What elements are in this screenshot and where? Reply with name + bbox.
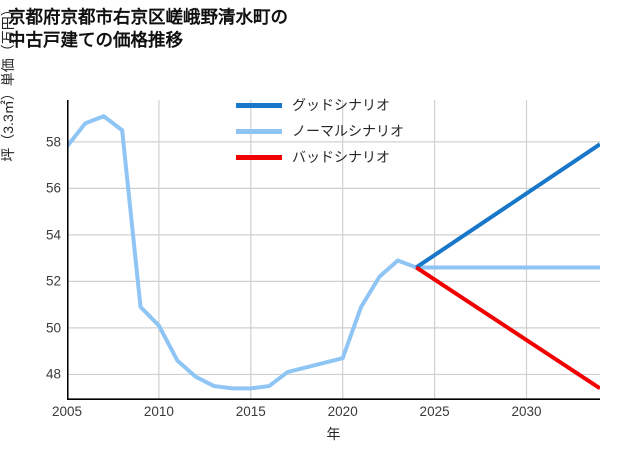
axis-spines <box>67 100 600 400</box>
y-tick-label: 58 <box>45 134 61 150</box>
series-lines <box>67 114 600 391</box>
y-tick-label: 50 <box>45 320 61 336</box>
y-tick-label: 56 <box>45 180 61 196</box>
legend-swatch-icon <box>236 102 282 108</box>
x-tick-label: 2020 <box>327 404 358 419</box>
plot-area <box>67 100 600 400</box>
x-tick-label: 2005 <box>51 404 83 419</box>
legend-item[interactable]: グッドシナリオ <box>236 92 436 118</box>
y-tick-label: 52 <box>45 273 61 289</box>
series-line-ノーマルシナリオ <box>67 114 600 391</box>
y-axis-tick-labels: 48 50 52 54 56 58 <box>0 0 61 465</box>
y-tick-label: 48 <box>45 366 61 382</box>
legend-item[interactable]: ノーマルシナリオ <box>236 118 436 144</box>
x-tick-label: 2025 <box>419 404 450 419</box>
series-line-グッドシナリオ <box>415 142 600 270</box>
gridlines <box>67 100 600 400</box>
plot-svg <box>67 100 600 400</box>
legend-label: グッドシナリオ <box>292 97 390 113</box>
x-tick-label: 2010 <box>143 404 174 419</box>
x-axis-label: 年 <box>326 426 341 442</box>
chart-legend: グッドシナリオ ノーマルシナリオ バッドシナリオ <box>236 92 436 170</box>
x-tick-label: 2030 <box>511 404 542 419</box>
y-tick-label: 54 <box>45 227 61 243</box>
legend-swatch-icon <box>236 128 282 134</box>
legend-swatch-icon <box>236 154 282 160</box>
series-line-バッドシナリオ <box>415 265 600 391</box>
legend-label: ノーマルシナリオ <box>292 123 404 139</box>
page-title: 京都府京都市右京区嵯峨野清水町の 中古戸建ての価格推移 <box>8 7 288 51</box>
x-tick-label: 2015 <box>235 404 266 419</box>
legend-label: バッドシナリオ <box>292 149 390 165</box>
legend-item[interactable]: バッドシナリオ <box>236 144 436 170</box>
